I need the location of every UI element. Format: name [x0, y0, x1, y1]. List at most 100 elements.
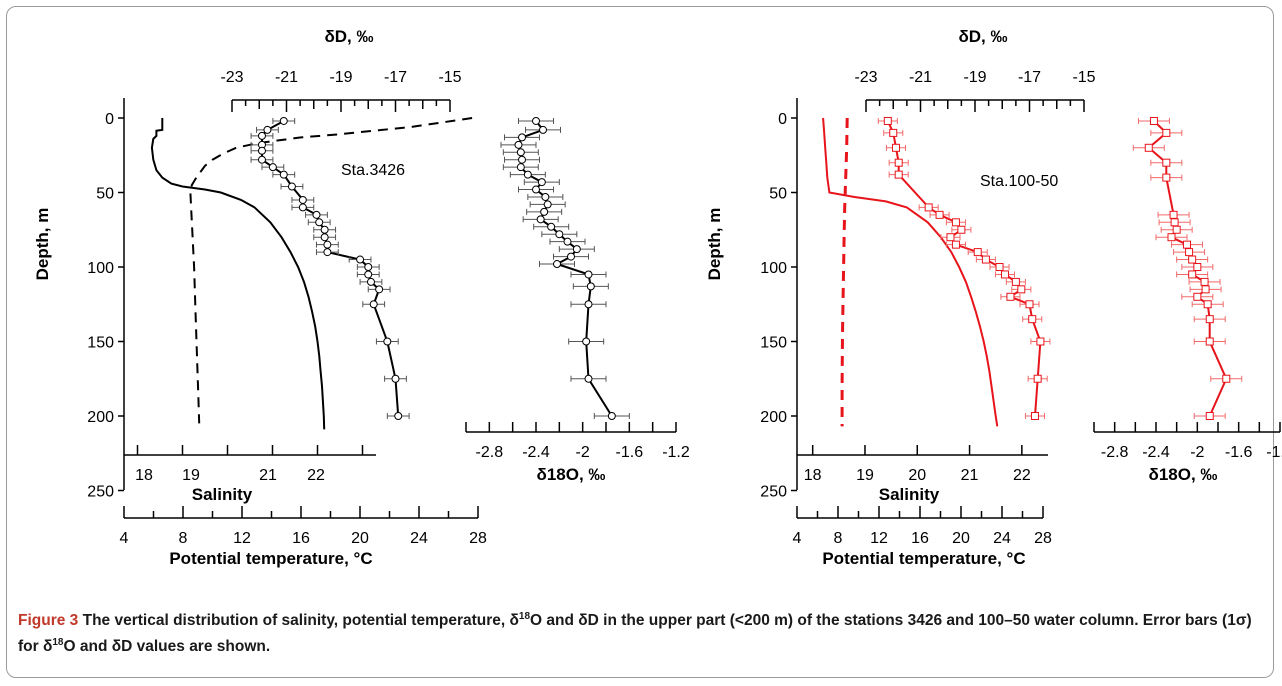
- data-point: [1000, 270, 1009, 279]
- temperature-tick-label: 8: [179, 530, 188, 547]
- d18O-axis-label: δ18O, ‰: [537, 465, 606, 484]
- depth-tick-label: 0: [778, 111, 787, 128]
- panel-left: 0 50 100 150 200 250 Depth, m 18 19 21 22 Salinity 4…: [33, 27, 690, 568]
- data-point: [1185, 248, 1194, 257]
- depth-tick-label: 150: [87, 335, 114, 352]
- data-point: [279, 116, 288, 125]
- data-point: [323, 248, 332, 257]
- dD-tick-label: -23: [854, 69, 877, 86]
- data-point: [935, 210, 944, 219]
- data-point: [1172, 225, 1181, 234]
- data-point: [1193, 292, 1202, 301]
- figure-caption: Figure 3 The vertical distribution of sa…: [18, 606, 1263, 658]
- depth-tick-label: 0: [105, 111, 114, 128]
- data-point: [543, 200, 552, 209]
- temperature-tick-label: 16: [292, 530, 310, 547]
- dD-axis-label: δD, ‰: [958, 27, 1007, 46]
- temperature-axis-label: Potential temperature, °C: [822, 549, 1025, 568]
- temperature-tick-label: 24: [993, 530, 1011, 547]
- data-point: [1162, 128, 1171, 137]
- data-point: [563, 237, 572, 246]
- data-point: [541, 192, 550, 201]
- data-point: [1188, 255, 1197, 264]
- panel-right: 0 50 100 150 200 250 Depth, m 18 19 20 21 22 Salinit…: [705, 27, 1282, 568]
- dD-tick-label: -15: [1072, 69, 1095, 86]
- data-point: [323, 240, 332, 249]
- data-point: [995, 263, 1004, 271]
- data-point: [981, 255, 990, 264]
- data-point: [279, 170, 288, 179]
- temperature-tick-label: 8: [834, 530, 843, 547]
- data-point: [1162, 158, 1171, 167]
- data-point: [532, 116, 540, 125]
- data-point: [973, 248, 982, 257]
- data-point: [547, 222, 556, 231]
- data-point: [1169, 210, 1178, 219]
- data-point: [553, 260, 561, 269]
- data-point: [883, 116, 892, 125]
- data-point: [540, 207, 549, 216]
- data-point: [532, 185, 540, 194]
- depth-tick-label: 50: [96, 186, 114, 203]
- series-line-d18O: [1147, 120, 1228, 417]
- d18O-tick-label: -1.2: [1266, 444, 1282, 461]
- d18O-tick-label: -2.8: [476, 444, 504, 461]
- data-point: [257, 146, 266, 155]
- depth-tick-label: 100: [87, 260, 114, 277]
- data-point: [1205, 337, 1214, 346]
- d18O-tick-label: -1.2: [662, 444, 690, 461]
- station-label: Sta.100-50: [980, 173, 1058, 190]
- data-point: [1183, 240, 1191, 249]
- d18O-tick-label: -2: [1190, 444, 1204, 461]
- depth-tick-label: 250: [760, 484, 787, 501]
- data-point: [889, 128, 898, 137]
- temperature-tick-label: 20: [952, 530, 970, 547]
- data-point: [1028, 315, 1037, 324]
- data-point: [364, 263, 373, 271]
- caption-label: Figure 3: [18, 612, 79, 630]
- data-point: [268, 163, 277, 172]
- data-point: [584, 270, 593, 279]
- data-point: [320, 233, 329, 242]
- station-label: Sta.3426: [341, 162, 405, 179]
- data-point: [584, 374, 593, 383]
- series-line-salinity: [822, 117, 999, 427]
- data-point: [320, 225, 329, 234]
- d18O-tick-label: -2.8: [1101, 444, 1129, 461]
- d18O-tick-label: -2.4: [1142, 444, 1170, 461]
- temperature-tick-label: 4: [793, 530, 802, 547]
- data-point: [951, 218, 960, 227]
- temperature-tick-label: 16: [911, 530, 929, 547]
- data-point: [356, 255, 365, 264]
- data-point: [516, 148, 525, 157]
- dD-tick-label: -19: [329, 69, 352, 86]
- data-point: [1025, 300, 1034, 309]
- d18O-tick-label: -2: [576, 444, 590, 461]
- data-point: [394, 412, 403, 420]
- caption-text: The vertical distribution of salinity, p…: [18, 611, 1252, 656]
- data-point: [1205, 412, 1214, 420]
- data-point: [364, 270, 373, 279]
- d18O-tick-label: -1.6: [616, 444, 644, 461]
- data-point: [518, 155, 526, 164]
- data-point: [391, 374, 400, 383]
- data-point: [1149, 116, 1158, 125]
- data-point: [1170, 218, 1179, 227]
- temperature-tick-label: 28: [469, 530, 487, 547]
- data-point: [1203, 300, 1212, 309]
- depth-tick-label: 50: [769, 186, 787, 203]
- data-point: [946, 233, 955, 242]
- data-point: [298, 195, 307, 204]
- data-point: [315, 218, 324, 227]
- figure-frame: [6, 6, 1274, 678]
- data-point: [951, 240, 960, 249]
- data-point: [1033, 374, 1042, 383]
- data-point: [586, 282, 595, 291]
- series-line-dD: [886, 120, 1042, 417]
- data-point: [366, 277, 375, 286]
- data-point: [1222, 374, 1231, 383]
- data-point: [514, 140, 523, 149]
- salinity-axis-label: Salinity: [192, 485, 253, 504]
- data-point: [1036, 337, 1045, 346]
